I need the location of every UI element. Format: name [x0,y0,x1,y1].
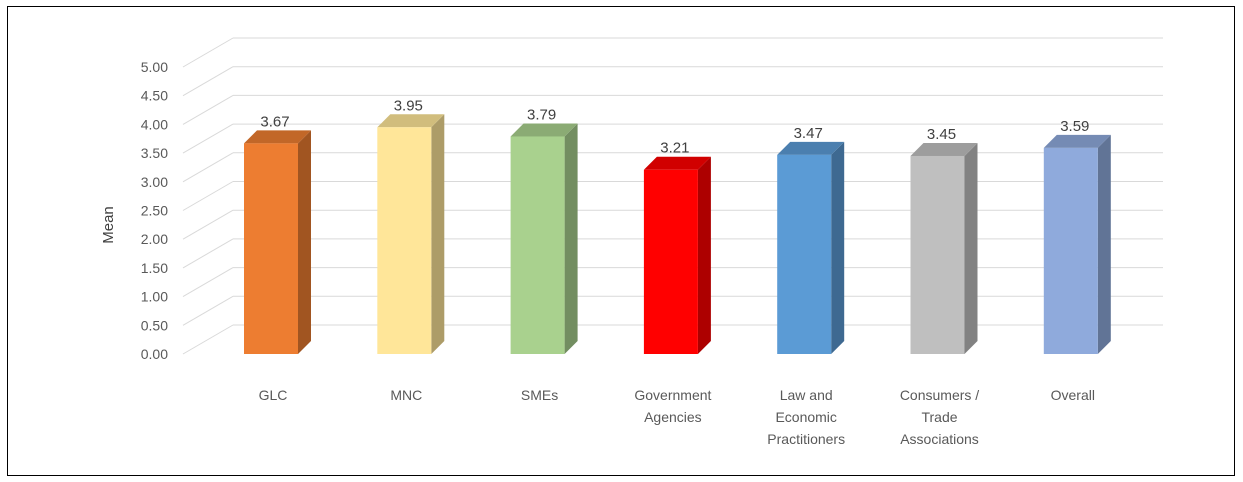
gridline-diagonal [182,267,234,298]
gridline-diagonal [182,209,234,240]
bar-front [777,154,832,354]
x-axis-categories: GLC MNC SMEs Government Agencies Law and Econo… [259,387,1095,447]
bar-front [643,169,698,354]
bar [643,156,711,354]
bar [1043,134,1111,354]
y-tick-label: 1.50 [141,260,168,276]
data-labels: 3.67 3.95 3.79 3.21 3.47 3.45 3.59 [260,97,1089,156]
category-label: MNC [390,387,422,403]
bar-front [510,136,565,354]
bar-side [697,156,711,354]
bar-side [831,141,845,354]
y-axis-label: Mean [100,206,117,244]
y-tick-label: 4.00 [141,116,168,132]
bar-front [910,155,965,354]
bar [377,114,445,355]
bar [510,123,578,354]
y-tick-label: 1.00 [141,289,168,305]
bar-side [431,114,445,355]
bars [244,114,1111,355]
gridline-diagonal [182,152,234,183]
gridline-diagonal [182,295,234,326]
data-label: 3.79 [527,106,556,123]
y-tick-label: 2.00 [141,231,168,247]
y-tick-label: 3.00 [141,174,168,190]
bar-top [910,142,978,156]
y-tick-label: 4.50 [141,88,168,104]
y-tick-label: 0.50 [141,317,168,333]
bar-top [777,141,845,155]
category-label: Law and Economic Practitioners [767,387,845,447]
y-tick-label: 0.00 [141,346,168,362]
gridline-diagonal [182,324,234,355]
gridline-diagonal [182,238,234,269]
bar-side [298,130,311,354]
data-label: 3.47 [794,125,823,142]
bar-side [564,123,578,354]
bar-front [244,143,298,354]
chart-frame: 0.00 0.50 1.00 1.50 2.00 2.50 3.00 3.50 4.00 4.50… [7,6,1235,476]
bar-top [1043,134,1111,148]
bar-side [964,142,978,354]
bar-front [1043,147,1098,354]
bar [777,141,845,354]
category-label: Overall [1051,387,1095,403]
gridline-diagonal [182,37,234,68]
category-label: GLC [259,387,288,403]
bar [910,142,978,354]
bar-chart: 0.00 0.50 1.00 1.50 2.00 2.50 3.00 3.50 4.00 4.50… [100,37,1163,447]
gridline-diagonal [182,181,234,211]
bar-front [377,127,432,355]
data-label: 3.67 [260,113,289,130]
gridline-diagonal [182,123,234,154]
y-tick-label: 3.50 [141,145,168,161]
bar-side [1097,134,1111,354]
gridline-diagonal [182,94,234,125]
bar-top [377,114,445,128]
category-label: Government Agencies [634,387,711,425]
bar-top [244,130,311,144]
data-label: 3.59 [1060,118,1089,135]
data-label: 3.45 [927,126,956,143]
gridline-diagonal [182,66,234,97]
category-label: Consumers / Trade Associations [900,387,979,447]
data-label: 3.95 [394,97,423,114]
y-tick-label: 2.50 [141,203,168,219]
bar-top [643,156,711,170]
y-tick-label: 5.00 [141,59,168,75]
data-label: 3.21 [660,140,689,157]
bar [244,130,311,354]
y-axis-ticks: 0.00 0.50 1.00 1.50 2.00 2.50 3.00 3.50 4.00 4.50… [141,59,168,362]
bar-top [510,123,578,137]
category-label: SMEs [521,387,558,403]
